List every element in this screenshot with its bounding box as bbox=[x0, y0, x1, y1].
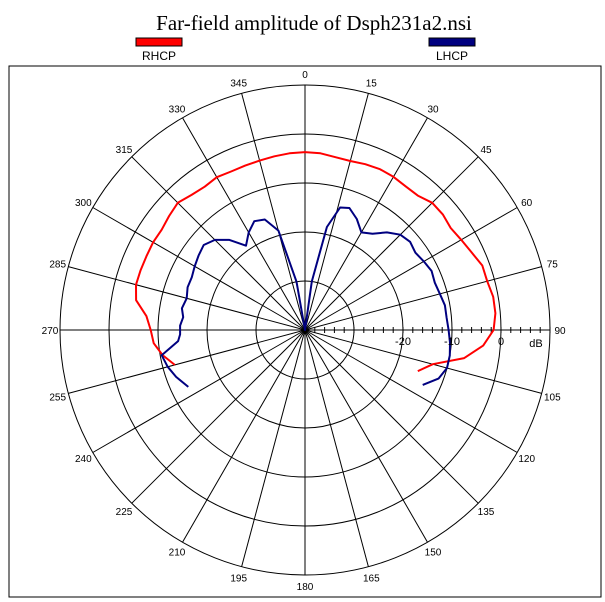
grid-spoke-inner bbox=[304, 329, 340, 365]
db-tick-label: 0 bbox=[498, 336, 504, 348]
grid-spoke-inner bbox=[304, 316, 353, 331]
grid-spoke-inner bbox=[270, 295, 306, 331]
grid-spoke bbox=[92, 354, 263, 453]
chart-title: Far-field amplitude of Dsph231a2.nsi bbox=[156, 11, 472, 35]
grid-spoke bbox=[182, 117, 281, 288]
series-layer bbox=[135, 151, 497, 388]
grid-spoke bbox=[131, 156, 271, 296]
angle-label: 255 bbox=[49, 392, 66, 403]
axis-labels: 0 15 30 45 60 75 90 105 120 135 150 165 180 195 210 225… bbox=[42, 70, 566, 593]
angle-label: 285 bbox=[49, 260, 66, 271]
grid-spoke-inner bbox=[304, 329, 348, 355]
grid-spoke-inner bbox=[304, 329, 330, 373]
angle-label: 345 bbox=[230, 79, 247, 90]
db-tick-label: -10 bbox=[444, 336, 460, 348]
grid-spoke-inner bbox=[304, 305, 348, 331]
legend-label-rhcp: RHCP bbox=[142, 49, 176, 63]
legend-label-lhcp: LHCP bbox=[436, 49, 468, 63]
grid-spoke-inner bbox=[262, 305, 306, 331]
grid-spoke bbox=[317, 93, 369, 283]
angle-label: 0 bbox=[302, 70, 308, 81]
angle-label: 210 bbox=[169, 548, 186, 559]
grid-spoke bbox=[68, 266, 258, 318]
series-line-rhcp bbox=[135, 151, 497, 373]
grid-spoke bbox=[241, 377, 293, 567]
angle-label: 240 bbox=[75, 454, 92, 465]
angle-label: 90 bbox=[554, 326, 566, 337]
legend-swatch-rhcp bbox=[135, 37, 183, 47]
angle-label: 270 bbox=[42, 326, 59, 337]
legend: RHCP LHCP bbox=[135, 37, 476, 63]
grid-spoke-inner bbox=[304, 329, 319, 378]
angle-label: 15 bbox=[366, 79, 378, 90]
angle-label: 30 bbox=[427, 104, 439, 115]
angle-label: 60 bbox=[521, 198, 533, 209]
angle-label: 165 bbox=[363, 573, 380, 584]
grid-spoke bbox=[92, 207, 263, 306]
angle-label: 75 bbox=[547, 260, 559, 271]
grid-spoke-inner bbox=[270, 329, 306, 365]
grid-spoke bbox=[68, 342, 258, 394]
db-unit-label: dB bbox=[529, 338, 542, 350]
grid-spoke-inner bbox=[304, 282, 319, 331]
grid-spoke-inner bbox=[280, 329, 306, 373]
grid-spoke-inner bbox=[304, 295, 340, 331]
angle-label: 150 bbox=[425, 548, 442, 559]
grid-spoke bbox=[339, 156, 479, 296]
grid-spoke bbox=[339, 364, 479, 504]
angle-label: 135 bbox=[478, 507, 495, 518]
grid-spoke bbox=[317, 377, 369, 567]
angle-label: 195 bbox=[230, 573, 247, 584]
legend-swatch-lhcp bbox=[428, 37, 476, 47]
plot-frame bbox=[8, 65, 602, 598]
angle-label: 315 bbox=[116, 145, 133, 156]
angle-label: 180 bbox=[297, 582, 314, 593]
angle-label: 45 bbox=[480, 145, 492, 156]
grid-spoke bbox=[182, 372, 281, 543]
polar-grid bbox=[59, 84, 551, 576]
grid-spoke bbox=[131, 364, 271, 504]
grid-spoke bbox=[352, 266, 542, 318]
grid-spoke bbox=[241, 93, 293, 283]
grid-spoke-inner bbox=[291, 329, 306, 378]
grid-spoke bbox=[329, 117, 428, 288]
grid-spoke bbox=[329, 372, 428, 543]
grid-spoke bbox=[347, 207, 518, 306]
grid-spoke bbox=[347, 354, 518, 453]
angle-label: 330 bbox=[169, 104, 186, 115]
series-line-lhcp bbox=[160, 206, 451, 388]
grid-spoke-inner bbox=[262, 329, 306, 355]
grid-spoke-inner bbox=[257, 329, 306, 344]
angle-label: 105 bbox=[544, 392, 561, 403]
angle-label: 300 bbox=[75, 198, 92, 209]
grid-spoke-inner bbox=[280, 287, 306, 331]
angle-label: 225 bbox=[116, 507, 133, 518]
angle-label: 120 bbox=[518, 454, 535, 465]
grid-spoke-inner bbox=[257, 316, 306, 331]
db-tick-label: -20 bbox=[395, 336, 411, 348]
grid-spoke-inner bbox=[304, 329, 353, 344]
grid-spoke-inner bbox=[304, 287, 330, 331]
